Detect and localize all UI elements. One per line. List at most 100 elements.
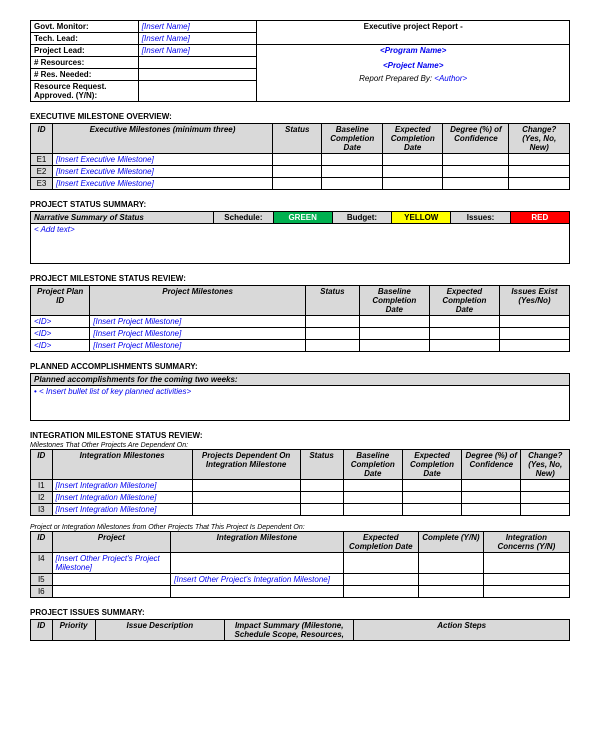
iss-col-act: Action Steps (354, 620, 570, 641)
i6-p (52, 586, 171, 598)
header-table: Govt. Monitor: [Insert Name] Executive p… (30, 20, 570, 102)
tech-lead-label: Tech. Lead: (31, 33, 139, 45)
int-col-status: Status (300, 450, 343, 480)
mr-col-exp: Expected Completion Date (429, 286, 499, 316)
e3-id: E3 (31, 178, 53, 190)
mr-col-base: Baseline Completion Date (359, 286, 429, 316)
e1-id: E1 (31, 154, 53, 166)
mr1-id: <ID> (31, 316, 90, 328)
e1-m: [Insert Executive Milestone] (52, 154, 272, 166)
exec-overview-table: ID Executive Milestones (minimum three) … (30, 123, 570, 190)
planned-bullet: • < Insert bullet list of key planned ac… (31, 386, 570, 421)
schedule-value: GREEN (273, 212, 332, 224)
col-id: ID (31, 124, 53, 154)
mr-col-status: Status (305, 286, 359, 316)
iss-col-imp: Impact Summary (Milestone, Schedule Scop… (225, 620, 354, 641)
planned-subtitle: Planned accomplishments for the coming t… (31, 374, 570, 386)
mr-col-id: Project Plan ID (31, 286, 90, 316)
budget-label: Budget: (332, 212, 391, 224)
integration-title: INTEGRATION MILESTONE STATUS REVIEW: (30, 431, 570, 440)
status-summary-table: Narrative Summary of Status Schedule: GR… (30, 211, 570, 264)
issues-value: RED (510, 212, 569, 224)
program-name: <Program Name> (260, 46, 566, 55)
exec-overview-title: EXECUTIVE MILESTONE OVERVIEW: (30, 112, 570, 121)
int-col-id: ID (31, 450, 53, 480)
col-degree: Degree (%) of Confidence (443, 124, 509, 154)
schedule-label: Schedule: (214, 212, 273, 224)
add-text: < Add text> (31, 224, 570, 264)
i3-m: [Insert Integration Milestone] (52, 504, 192, 516)
project-lead-value: [Insert Name] (138, 45, 257, 57)
int-col-exp: Expected Completion Date (402, 450, 461, 480)
col-status: Status (273, 124, 322, 154)
iss-col-id: ID (31, 620, 53, 641)
col-baseline: Baseline Completion Date (322, 124, 382, 154)
dep-col-conc: Integration Concerns (Y/N) (483, 532, 569, 553)
tech-lead-value: [Insert Name] (138, 33, 257, 45)
i4-id: I4 (31, 553, 53, 574)
iss-col-desc: Issue Description (95, 620, 224, 641)
dep-col-p: Project (52, 532, 171, 553)
issues-label: Issues: (451, 212, 510, 224)
i5-p (52, 574, 171, 586)
milestone-review-title: PROJECT MILESTONE STATUS REVIEW: (30, 274, 570, 283)
mr-col-m: Project Milestones (90, 286, 306, 316)
int-col-deg: Degree (%) of Confidence (462, 450, 521, 480)
dep-col-exp: Expected Completion Date (343, 532, 418, 553)
res-needed-label: # Res. Needed: (31, 69, 139, 81)
project-lead-label: Project Lead: (31, 45, 139, 57)
status-summary-title: PROJECT STATUS SUMMARY: (30, 200, 570, 209)
resource-req-value (138, 81, 257, 102)
i2-id: I2 (31, 492, 53, 504)
narrative-label: Narrative Summary of Status (31, 212, 214, 224)
mr3-id: <ID> (31, 340, 90, 352)
header-right-block: <Program Name> <Project Name> Report Pre… (257, 45, 570, 102)
resources-label: # Resources: (31, 57, 139, 69)
dependent-table: ID Project Integration Milestone Expecte… (30, 531, 570, 598)
i5-im: [Insert Other Project's Integration Mile… (171, 574, 343, 586)
e3-m: [Insert Executive Milestone] (52, 178, 272, 190)
dep-col-comp: Complete (Y/N) (419, 532, 484, 553)
govt-monitor-value: [Insert Name] (138, 21, 257, 33)
col-milestones: Executive Milestones (minimum three) (52, 124, 272, 154)
mr3-m: [Insert Project Milestone] (90, 340, 306, 352)
resource-req-label: Resource Request. Approved. (Y/N): (31, 81, 139, 102)
mr2-m: [Insert Project Milestone] (90, 328, 306, 340)
i6-im (171, 586, 343, 598)
mr2-id: <ID> (31, 328, 90, 340)
govt-monitor-label: Govt. Monitor: (31, 21, 139, 33)
i1-id: I1 (31, 480, 53, 492)
project-name: <Project Name> (260, 61, 566, 70)
mr-col-issues: Issues Exist (Yes/No) (499, 286, 569, 316)
planned-title: PLANNED ACCOMPLISHMENTS SUMMARY: (30, 362, 570, 371)
i4-im (171, 553, 343, 574)
int-col-dep: Projects Dependent On Integration Milest… (192, 450, 300, 480)
resources-value (138, 57, 257, 69)
int-col-m: Integration Milestones (52, 450, 192, 480)
dep-col-im: Integration Milestone (171, 532, 343, 553)
dependent-subtitle: Project or Integration Milestones from O… (30, 524, 570, 531)
issues-table: ID Priority Issue Description Impact Sum… (30, 619, 570, 641)
col-expected: Expected Completion Date (382, 124, 442, 154)
mr1-m: [Insert Project Milestone] (90, 316, 306, 328)
col-change: Change? (Yes, No, New) (509, 124, 570, 154)
res-needed-value (138, 69, 257, 81)
i2-m: [Insert Integration Milestone] (52, 492, 192, 504)
milestone-review-table: Project Plan ID Project Milestones Statu… (30, 285, 570, 352)
prepared-by: Report Prepared By: <Author> (260, 74, 566, 83)
budget-value: YELLOW (392, 212, 451, 224)
report-title: Executive project Report - (257, 21, 570, 45)
planned-table: Planned accomplishments for the coming t… (30, 373, 570, 421)
i5-id: I5 (31, 574, 53, 586)
i3-id: I3 (31, 504, 53, 516)
i1-m: [Insert Integration Milestone] (52, 480, 192, 492)
integration-table: ID Integration Milestones Projects Depen… (30, 449, 570, 516)
iss-col-pri: Priority (52, 620, 95, 641)
dep-col-id: ID (31, 532, 53, 553)
integration-subtitle: Milestones That Other Projects Are Depen… (30, 442, 570, 449)
int-col-base: Baseline Completion Date (343, 450, 402, 480)
e2-m: [Insert Executive Milestone] (52, 166, 272, 178)
int-col-chg: Change? (Yes, No, New) (521, 450, 570, 480)
i4-p: [Insert Other Project's Project Mileston… (52, 553, 171, 574)
i6-id: I6 (31, 586, 53, 598)
